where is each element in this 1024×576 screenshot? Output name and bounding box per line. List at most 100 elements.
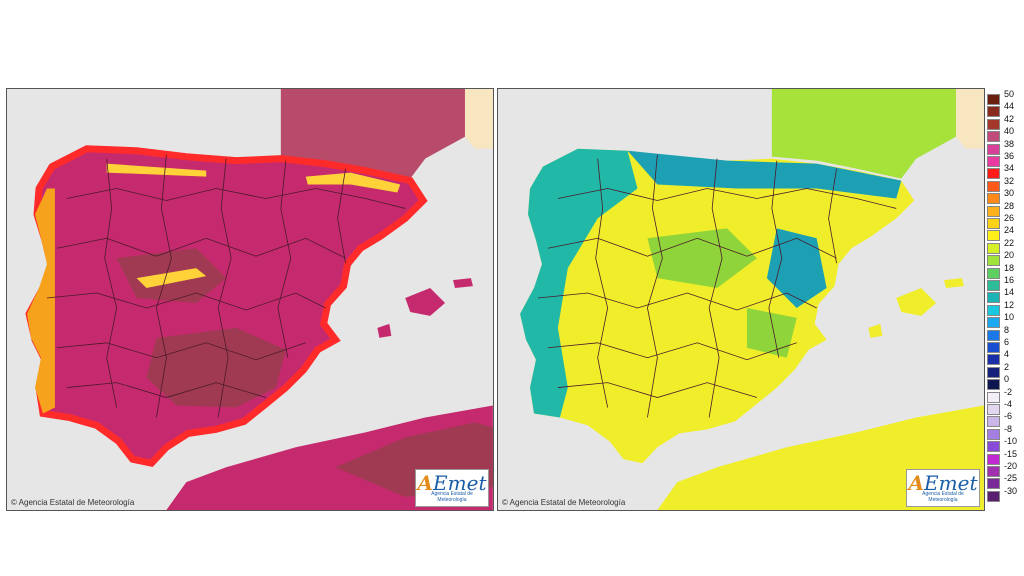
- scale-label: 2: [1004, 361, 1010, 372]
- mallorca: [405, 288, 446, 316]
- logo-subtitle: Agencia Estatal de Meteorología: [431, 491, 473, 503]
- scale-swatch: [987, 180, 1000, 192]
- east-teal: [766, 228, 827, 308]
- logo-wordmark: AEmet: [908, 471, 978, 495]
- scale-label: 4: [1004, 349, 1010, 360]
- logo-subtitle: Agencia Estatal de Meteorología: [922, 491, 964, 503]
- scale-label: 26: [1004, 213, 1015, 223]
- scale-swatch: [987, 94, 1000, 105]
- scale-label: 6: [1004, 337, 1010, 347]
- scale-label: -10: [1004, 436, 1018, 447]
- scale-label: 24: [1004, 225, 1015, 236]
- iberia-land: [29, 148, 424, 464]
- scale-swatch: [987, 304, 1000, 316]
- temperature-color-scale: 50 44 42 40 38 36 34 32 30 28 26 24 22 20 18 16 14 12 10 8 6…: [987, 89, 1021, 514]
- hot-patch-south: [146, 327, 286, 408]
- scale-label: 50: [1004, 89, 1015, 99]
- scale-label: -6: [1004, 411, 1013, 422]
- scale-label: 16: [1004, 275, 1015, 285]
- iberia-map-right: [498, 89, 984, 510]
- copyright-credit: © Agencia Estatal de Meteorología: [502, 498, 626, 507]
- scale-label: 40: [1004, 126, 1015, 137]
- scale-swatch: [987, 156, 1000, 167]
- mountain-cantabrian: [106, 163, 207, 177]
- scale-swatch: [987, 441, 1000, 453]
- scale-swatch: [987, 230, 1000, 242]
- scale-label: -15: [1004, 448, 1018, 459]
- menorca: [944, 278, 964, 289]
- scale-label: -30: [1004, 485, 1018, 496]
- scale-label: 42: [1004, 113, 1015, 124]
- menorca: [453, 278, 473, 289]
- iberia-land: [520, 148, 915, 464]
- scale-swatch: [987, 404, 1000, 415]
- france-edge: [955, 89, 984, 149]
- scale-swatch: [987, 391, 1000, 403]
- aemet-logo: AEmet Agencia Estatal de Meteorología: [906, 469, 980, 507]
- iberia-map-left: [7, 89, 493, 510]
- scale-swatch: [987, 193, 1000, 205]
- copyright-credit: © Agencia Estatal de Meteorología: [11, 498, 135, 507]
- scale-label: 8: [1004, 324, 1010, 335]
- france-land: [280, 89, 465, 179]
- scale-swatch: [987, 118, 1000, 130]
- scale-label: 22: [1004, 237, 1015, 248]
- scale-label: 12: [1004, 299, 1015, 310]
- scale-swatch: [987, 453, 1000, 465]
- scale-label: -8: [1004, 423, 1013, 434]
- scale-swatch: [987, 242, 1000, 254]
- scale-swatch: [987, 292, 1000, 304]
- province-borders: [46, 154, 406, 418]
- province-borders: [537, 154, 897, 418]
- scale-swatch: [987, 478, 1000, 490]
- scale-label: -20: [1004, 461, 1018, 471]
- scale-label: 18: [1004, 262, 1015, 273]
- scale-swatch: [987, 255, 1000, 267]
- scale-swatch: [987, 205, 1000, 217]
- temperature-map-right: © Agencia Estatal de Meteorología AEmet …: [497, 88, 985, 511]
- france-land: [771, 89, 956, 179]
- scale-label: 34: [1004, 163, 1015, 174]
- ibiza: [868, 323, 883, 338]
- scale-swatch: [987, 267, 1000, 279]
- temperature-map-left: © Agencia Estatal de Meteorología AEmet …: [6, 88, 494, 511]
- scale-label: 20: [1004, 250, 1015, 261]
- scale-label: 36: [1004, 151, 1015, 161]
- scale-swatch: [987, 366, 1000, 378]
- scale-swatch: [987, 428, 1000, 440]
- ibiza: [377, 323, 392, 338]
- scale-swatch: [987, 416, 1000, 428]
- scale-label: 44: [1004, 101, 1015, 112]
- scale-label: 10: [1004, 312, 1015, 323]
- aemet-logo: AEmet Agencia Estatal de Meteorología: [415, 469, 489, 507]
- west-coast-strip: [27, 188, 55, 414]
- africa-land: [657, 405, 984, 510]
- scale-swatch: [987, 280, 1000, 291]
- scale-label: 28: [1004, 200, 1015, 211]
- france-edge: [464, 89, 493, 149]
- scale-label: -2: [1004, 386, 1013, 397]
- scale-swatch: [987, 131, 1000, 143]
- mountain-pyrenees: [305, 172, 401, 193]
- scale-swatch: [987, 218, 1000, 229]
- mallorca: [896, 288, 937, 316]
- green-patch-east: [746, 307, 797, 358]
- north-teal: [627, 150, 902, 199]
- scale-swatch: [987, 354, 1000, 366]
- scale-swatch: [987, 342, 1000, 353]
- scale-swatch: [987, 490, 1000, 502]
- scale-label: 0: [1004, 374, 1010, 385]
- scale-label: 30: [1004, 188, 1015, 199]
- scale-swatch: [987, 106, 1000, 118]
- green-patch-center: [647, 228, 757, 289]
- scale-swatch: [987, 379, 1000, 391]
- scale-label: -25: [1004, 473, 1018, 484]
- scale-label: 32: [1004, 175, 1015, 186]
- scale-swatch: [987, 329, 1000, 341]
- scale-swatch: [987, 168, 1000, 180]
- scale-swatch: [987, 466, 1000, 477]
- scale-label: 38: [1004, 138, 1015, 149]
- coast-teal-west: [520, 148, 638, 418]
- scale-swatch: [987, 143, 1000, 155]
- scale-label: 14: [1004, 287, 1015, 298]
